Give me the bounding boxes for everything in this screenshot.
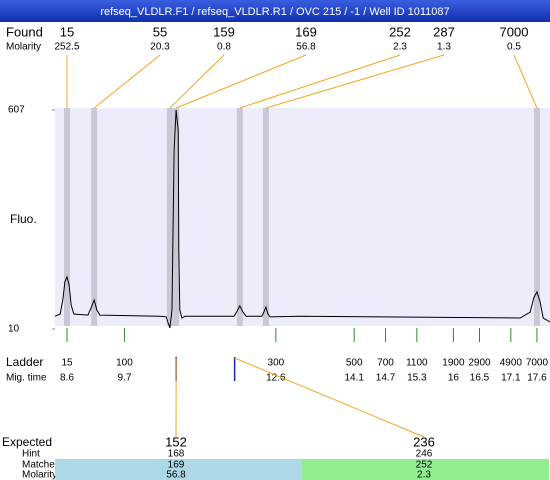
- matched: 169: [168, 460, 185, 471]
- expected-row-label: Hint: [22, 449, 40, 460]
- mig-time: 14.7: [376, 373, 396, 384]
- matched-bar: [302, 459, 549, 480]
- found-molarity: 2.3: [393, 42, 407, 53]
- ladder-label: Ladder: [6, 355, 43, 369]
- ladder-size: 700: [377, 358, 394, 369]
- y-label: Fluo.: [10, 212, 37, 226]
- mig-time: 15.3: [407, 373, 427, 384]
- found-connector: [513, 54, 538, 109]
- found-connector: [175, 54, 307, 109]
- found-size: 169: [295, 24, 317, 39]
- mig-time: 9.7: [117, 373, 131, 384]
- ladder-size: 7000: [526, 358, 549, 369]
- hint: 246: [416, 449, 433, 460]
- found-connector: [169, 54, 225, 109]
- expected-molarity: 56.8: [166, 470, 186, 480]
- mig-time: 17.1: [501, 373, 521, 384]
- found-size: 7000: [500, 24, 529, 39]
- found-molarity: 56.8: [296, 42, 316, 53]
- found-molarity: 252.5: [54, 42, 79, 53]
- mig-time: 16.5: [470, 373, 490, 384]
- title: refseq_VLDLR.F1 / refseq_VLDLR.R1 / OVC …: [100, 6, 449, 18]
- mig-time: 17.6: [527, 373, 547, 384]
- found-molarity: 0.5: [507, 42, 521, 53]
- ladder-size: 100: [116, 358, 133, 369]
- expected-row-label: Matched: [22, 460, 60, 471]
- title-bar: [0, 0, 550, 22]
- found-size: 15: [60, 24, 74, 39]
- found-molarity: 20.3: [150, 42, 170, 53]
- mig-time-label: Mig. time: [6, 373, 47, 384]
- matched: 252: [416, 460, 433, 471]
- expected-connector: [234, 357, 425, 438]
- plot-area: [55, 108, 550, 326]
- hint: 168: [168, 449, 185, 460]
- peak-strip: [166, 108, 173, 326]
- found-connector: [265, 54, 445, 109]
- peak-strip: [236, 108, 243, 326]
- molarity-label: Molarity: [6, 42, 41, 53]
- y-tick-label: 607: [8, 105, 25, 116]
- matched-bar: [55, 459, 302, 480]
- ladder-size: 300: [268, 358, 285, 369]
- found-size: 252: [389, 24, 411, 39]
- y-tick-label: 10: [8, 324, 20, 335]
- ladder-size: 1100: [406, 358, 428, 369]
- found-size: 55: [153, 24, 167, 39]
- expected-size: 236: [413, 434, 435, 449]
- ladder-size: 4900: [500, 358, 523, 369]
- expected-row-label: Expected: [2, 435, 52, 449]
- ladder-size: 500: [346, 358, 363, 369]
- peak-strip: [173, 108, 180, 326]
- found-size: 287: [433, 24, 455, 39]
- found-molarity: 1.3: [437, 42, 451, 53]
- mig-time: 12.6: [266, 373, 286, 384]
- ladder-size: 2900: [468, 358, 491, 369]
- trace: [54, 109, 550, 329]
- expected-size: 152: [165, 434, 187, 449]
- found-size: 159: [213, 24, 235, 39]
- peak-strip: [533, 108, 540, 326]
- expected-molarity: 2.3: [417, 470, 431, 480]
- mig-time: 8.6: [60, 373, 74, 384]
- mig-time: 14.1: [344, 373, 364, 384]
- found-connector: [93, 54, 161, 109]
- peak-strip: [64, 108, 71, 326]
- found-molarity: 0.8: [217, 42, 231, 53]
- expected-row-label: Molarity: [22, 470, 57, 480]
- mig-time: 16: [448, 373, 460, 384]
- ladder-size: 15: [61, 358, 73, 369]
- peak-strip: [262, 108, 269, 326]
- ladder-size: 1900: [442, 358, 465, 369]
- found-label: Found: [6, 24, 43, 39]
- found-connector: [239, 54, 401, 109]
- peak-strip: [91, 108, 98, 326]
